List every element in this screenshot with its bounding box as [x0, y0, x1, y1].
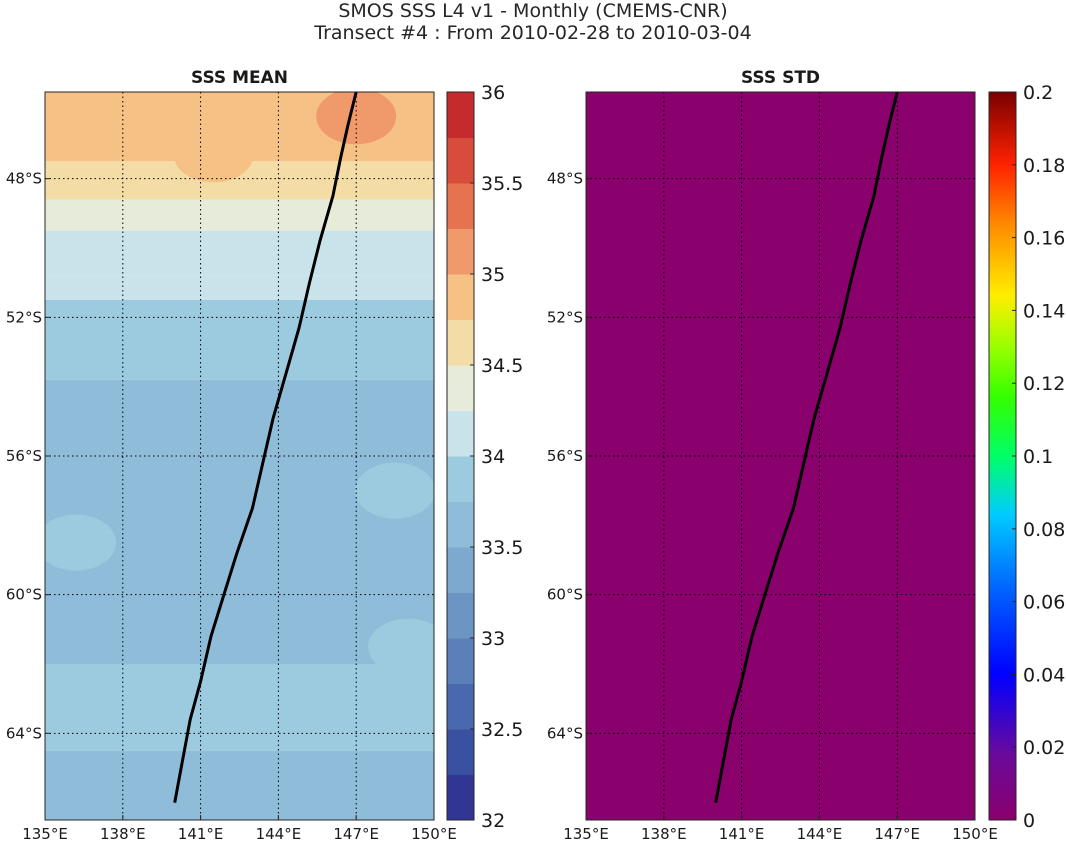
colorbar-sss-std: 0 0.02 0.04 0.06 0.08 0.1 0.12 0.14 0.16 0.18 0.2	[988, 82, 1065, 832]
y-tick-label: 60°S	[6, 586, 42, 604]
colorbar-bin	[447, 501, 474, 548]
x-tick-label: 147°E	[333, 825, 379, 842]
x-tick-label: 141°E	[719, 825, 765, 842]
colorbar-bin	[447, 92, 474, 138]
colorbar-tick-label: 0.2	[1023, 82, 1053, 104]
colorbar-bin	[447, 638, 474, 684]
sss-patch	[368, 618, 434, 675]
y-tick-label: 64°S	[6, 724, 42, 742]
panel-title: SSS STD	[741, 68, 820, 88]
transect-line	[714, 92, 899, 803]
x-tick-label: 141°E	[178, 825, 224, 842]
sss-band	[45, 275, 434, 300]
colorbar-tick-label: 0.08	[1023, 519, 1065, 541]
y-tick-label: 56°S	[6, 447, 42, 465]
colorbar-tick-label: 32.5	[481, 719, 523, 741]
x-tick-label: 135°E	[22, 825, 68, 842]
colorbar-tick-label: 0.06	[1023, 592, 1065, 614]
colorbar-tick-label: 33	[481, 628, 505, 650]
transect-line	[173, 92, 358, 803]
map-panel-sss-std	[586, 92, 975, 820]
figure-title: SMOS SSS L4 v1 - Monthly (CMEMS-CNR)	[338, 0, 728, 22]
y-tick-label: 52°S	[547, 308, 583, 326]
colorbar-tick-label: 0.04	[1023, 664, 1065, 686]
sss-band	[45, 750, 434, 820]
colorbar-tick-label: 32	[481, 810, 505, 832]
colorbar-bin	[447, 547, 474, 593]
colorbar-bin	[447, 456, 474, 502]
sss-band	[45, 300, 434, 380]
colorbar-gradient	[989, 92, 1016, 820]
colorbar-tick-label: 33.5	[481, 537, 523, 559]
sss-band	[45, 230, 434, 276]
colorbar-tick-label: 0	[1023, 810, 1035, 832]
panel-title: SSS MEAN	[191, 68, 288, 88]
x-tick-label: 138°E	[641, 825, 687, 842]
colorbar-tick-label: 0.14	[1023, 300, 1065, 322]
y-tick-label: 60°S	[547, 586, 583, 604]
x-tick-label: 147°E	[874, 825, 920, 842]
colorbar-bin	[447, 319, 474, 366]
colorbar-sss-mean: 32 32.5 33 33.5 34 34.5 35 35.5 36	[446, 82, 523, 832]
colorbar-tick-label: 0.02	[1023, 737, 1065, 759]
colorbar-bin	[447, 228, 474, 275]
y-tick-label: 48°S	[6, 170, 42, 188]
figure-subtitle: Transect #4 : From 2010-02-28 to 2010-03…	[314, 22, 752, 44]
map-panel-sss-mean	[45, 92, 434, 820]
y-tick-label: 56°S	[547, 447, 583, 465]
colorbar-bin	[447, 683, 474, 730]
sss-patch	[225, 663, 306, 720]
colorbar-tick-label: 36	[481, 82, 505, 104]
colorbar-tick-label: 0.16	[1023, 228, 1065, 250]
y-tick-label: 64°S	[547, 724, 583, 742]
y-tick-label: 48°S	[547, 170, 583, 188]
colorbar-tick-label: 35.5	[481, 173, 523, 195]
colorbar-bin	[447, 729, 474, 775]
x-tick-label: 138°E	[100, 825, 146, 842]
x-tick-label: 150°E	[952, 825, 998, 842]
sss-patch	[355, 462, 434, 519]
sss-band	[45, 199, 434, 231]
colorbar-tick-label: 0.18	[1023, 155, 1065, 177]
colorbar-bin	[447, 365, 474, 411]
x-tick-label: 150°E	[411, 825, 457, 842]
sss-patch	[316, 92, 397, 145]
colorbar-tick-label: 0.1	[1023, 446, 1053, 468]
colorbar-tick-label: 35	[481, 264, 505, 286]
colorbar-tick-label: 34.5	[481, 355, 523, 377]
x-tick-label: 144°E	[797, 825, 843, 842]
colorbar-bin	[447, 274, 474, 320]
colorbar-bin	[447, 137, 474, 184]
sss-patch	[45, 514, 117, 571]
colorbar-tick-label: 0.12	[1023, 373, 1065, 395]
colorbar-bin	[447, 774, 474, 821]
colorbar-bin	[447, 410, 474, 457]
colorbar-bin	[447, 183, 474, 229]
x-tick-label: 135°E	[563, 825, 609, 842]
sss-band	[45, 379, 434, 664]
sss-patch	[173, 126, 254, 183]
y-tick-label: 52°S	[6, 308, 42, 326]
colorbar-tick-label: 34	[481, 446, 505, 468]
x-tick-label: 144°E	[256, 825, 302, 842]
colorbar-bin	[447, 592, 474, 639]
